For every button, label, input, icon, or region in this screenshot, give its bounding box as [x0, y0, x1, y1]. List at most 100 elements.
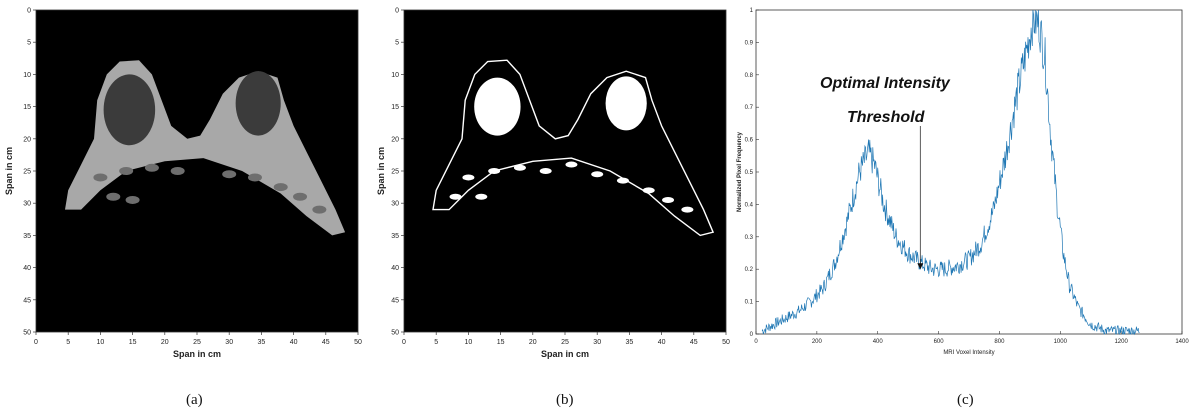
x-tick-label: 15 [129, 339, 137, 346]
mask-fragment-4 [539, 168, 552, 174]
x-tick-label: 30 [225, 339, 233, 346]
mri-muscle-blob-3 [144, 163, 159, 172]
mask-x-axis-label: Span in cm [541, 349, 589, 359]
mask-image [432, 59, 715, 237]
y-tick-label: 20 [391, 136, 399, 143]
mri-glandular-region-2 [235, 71, 281, 136]
x-tick-label: 25 [561, 339, 569, 346]
histogram-chart: 0 200 400 600 800 1000 1200 1400 0 0.1 0.2 0.3 0.4 0.… [737, 8, 1189, 356]
x-tick-label: 0 [34, 339, 38, 346]
mri-muscle-blob-11 [312, 205, 327, 214]
mri-muscle-blob-1 [93, 173, 108, 182]
mask-fragment-8 [642, 187, 655, 194]
y-tick-label: 1 [750, 8, 754, 14]
mask-fragment-7 [616, 177, 629, 184]
mri-glandular-region-1 [103, 74, 156, 146]
y-tick-label: 0.1 [745, 300, 754, 306]
mask-y-axis-label: Span in cm [376, 147, 386, 195]
histogram-line [761, 9, 1140, 336]
x-tick-label: 45 [322, 339, 330, 346]
threshold-label-line1: Optimal Intensity [820, 75, 951, 92]
mri-muscle-blob-6 [247, 173, 262, 182]
y-tick-label: 5 [395, 40, 399, 47]
y-tick-label: 0.6 [745, 138, 754, 144]
y-tick-label: 0.7 [745, 105, 754, 111]
y-tick-label: 35 [23, 233, 31, 240]
x-tick-label: 40 [658, 339, 666, 346]
y-tick-label: 25 [391, 169, 399, 176]
y-tick-label: 15 [23, 104, 31, 111]
x-tick-label: 600 [934, 339, 945, 345]
y-tick-label: 0.4 [745, 202, 754, 208]
mask-plot-area [404, 10, 726, 332]
histogram-y-axis-label: Normalized Pixel Frequency [737, 131, 743, 212]
x-tick-label: 800 [994, 339, 1005, 345]
y-tick-label: 30 [391, 201, 399, 208]
y-tick-label: 5 [27, 40, 31, 47]
y-tick-label: 0.2 [745, 267, 754, 273]
y-tick-label: 45 [23, 297, 31, 304]
mri-tissue-image [65, 60, 346, 236]
x-tick-label: 5 [434, 339, 438, 346]
mask-glandular-region-2 [605, 76, 647, 131]
mask-fragment-2 [488, 168, 501, 174]
x-tick-label: 50 [722, 339, 730, 346]
y-tick-label: 0.3 [745, 235, 754, 241]
mri-muscle-blob-7 [273, 183, 288, 192]
y-tick-label: 20 [23, 136, 31, 143]
x-tick-label: 45 [690, 339, 698, 346]
threshold-arrow [917, 263, 924, 270]
x-tick-label: 1400 [1175, 339, 1189, 345]
histogram-axes: 0 200 400 600 800 1000 1200 1400 0 0.1 0.2 0.3 0.4 0.… [745, 8, 1189, 345]
x-tick-label: 5 [66, 339, 70, 346]
mri-y-axis-label: Span in cm [4, 147, 14, 195]
mri-muscle-blob-9 [125, 195, 140, 204]
histogram-plot-area [755, 9, 1183, 335]
x-tick-label: 1200 [1114, 339, 1128, 345]
mask-fragment-12 [475, 193, 488, 200]
mask-body-outline [432, 59, 715, 237]
x-tick-label: 10 [465, 339, 473, 346]
x-tick-label: 25 [193, 339, 201, 346]
x-tick-label: 20 [161, 339, 169, 346]
mri-x-axis-label: Span in cm [173, 349, 221, 359]
mask-fragment-11 [449, 193, 462, 200]
y-tick-label: 45 [391, 297, 399, 304]
mask-fragment-9 [662, 196, 675, 203]
mask-fragment-6 [591, 171, 604, 178]
histogram-x-axis-label: MRI Voxel Intensity [943, 350, 994, 356]
mri-muscle-blob-8 [106, 192, 121, 201]
x-tick-label: 15 [497, 339, 505, 346]
caption-c: (c) [957, 392, 974, 408]
y-tick-label: 50 [23, 330, 31, 337]
histogram-series [761, 9, 1140, 336]
y-tick-label: 15 [391, 104, 399, 111]
x-tick-label: 0 [402, 339, 406, 346]
y-tick-label: 0 [27, 8, 31, 15]
mask-fragment-5 [565, 161, 578, 168]
y-tick-label: 40 [391, 265, 399, 272]
mask-fragment-10 [681, 206, 694, 213]
y-tick-label: 0.9 [745, 40, 754, 46]
x-tick-label: 35 [258, 339, 266, 346]
y-tick-label: 0 [750, 332, 754, 338]
threshold-label-line2: Threshold [847, 109, 926, 126]
x-tick-label: 30 [593, 339, 601, 346]
mask-glandular-region-1 [474, 77, 521, 136]
x-tick-label: 0 [754, 339, 758, 345]
x-tick-label: 40 [290, 339, 298, 346]
mri-muscle-blob-10 [293, 192, 308, 201]
y-tick-label: 30 [23, 201, 31, 208]
y-tick-label: 25 [23, 169, 31, 176]
y-tick-label: 10 [391, 72, 399, 79]
y-tick-label: 50 [391, 330, 399, 337]
x-tick-label: 50 [354, 339, 362, 346]
mri-slice-chart: 0 5 10 15 20 25 30 35 40 45 5005101520253035404550… [4, 8, 362, 360]
y-tick-label: 40 [23, 265, 31, 272]
y-tick-label: 35 [391, 233, 399, 240]
mri-muscle-blob-2 [119, 167, 134, 175]
x-tick-label: 200 [812, 339, 823, 345]
mask-fragment-1 [462, 174, 475, 181]
